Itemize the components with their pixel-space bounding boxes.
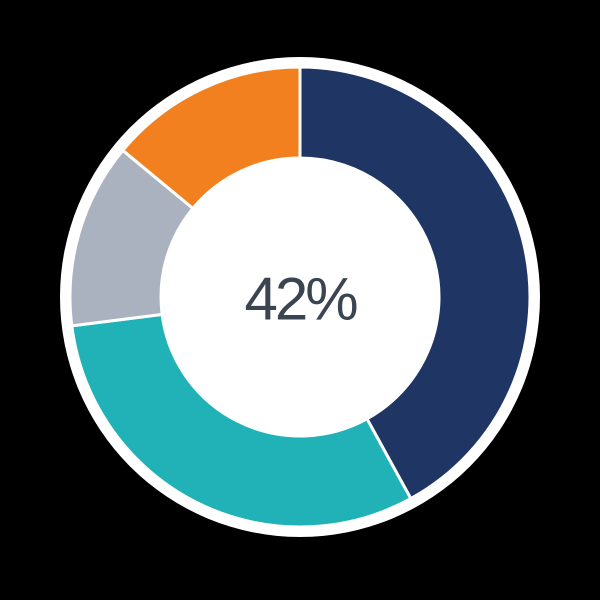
donut-hole [161, 158, 439, 436]
donut-center-value: 42% [244, 265, 358, 333]
